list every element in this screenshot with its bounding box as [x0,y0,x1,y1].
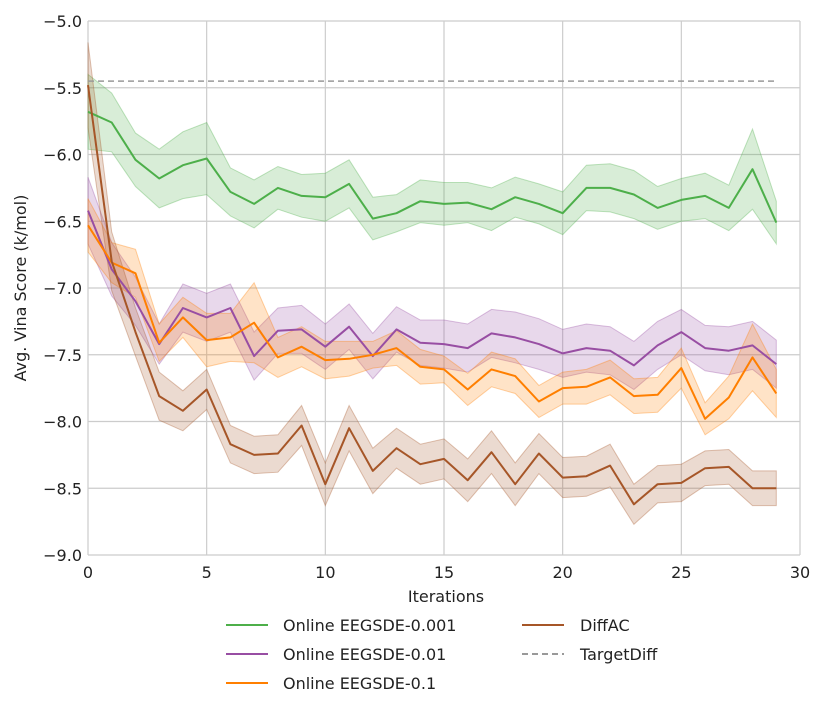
x-tick-label: 0 [83,563,93,582]
legend-label: DiffAC [580,616,630,635]
legend-label: TargetDiff [579,645,658,664]
legend-item-online-eegsde-01: Online EEGSDE-0.1 [226,674,436,693]
online-eegsde-0-1-line [87,224,778,420]
x-tick-label: 25 [671,563,691,582]
y-axis-ticks: −9.0 −8.5 −8.0 −7.5 −7.0 −6.5 −6.0 −5.5 −5.0 [43,12,82,565]
legend-label: Online EEGSDE-0.001 [283,616,456,635]
series-lines [87,80,778,506]
y-tick-label: −9.0 [43,546,82,565]
x-tick-label: 20 [552,563,572,582]
legend-item-online-eegsde-001: Online EEGSDE-0.01 [226,645,446,664]
x-tick-label: 5 [202,563,212,582]
y-tick-label: −5.0 [43,12,82,31]
x-tick-label: 10 [315,563,335,582]
legend-label: Online EEGSDE-0.1 [283,674,436,693]
x-tick-label: 30 [790,563,810,582]
y-tick-label: −7.0 [43,279,82,298]
y-tick-label: −5.5 [43,79,82,98]
x-axis-ticks: 0 5 10 15 20 25 30 [83,563,810,582]
y-tick-label: −6.5 [43,212,82,231]
x-tick-label: 15 [434,563,454,582]
legend-label: Online EEGSDE-0.01 [283,645,446,664]
y-axis-label: Avg. Vina Score (k/mol) [11,195,30,382]
legend: Online EEGSDE-0.001 Online EEGSDE-0.01 O… [226,616,658,693]
y-tick-label: −8.0 [43,413,82,432]
legend-item-targetdiff: TargetDiff [522,645,658,664]
online-eegsde-0-01-line [87,210,777,367]
confidence-bands [87,42,777,526]
grid [87,20,801,556]
y-tick-label: −6.0 [43,146,82,165]
x-axis-label: Iterations [408,587,484,606]
diffac-band [87,42,777,526]
online-eegsde-0-1-band [87,198,777,436]
y-tick-label: −7.5 [43,346,82,365]
online-eegsde-0-001-band [87,73,777,246]
y-tick-label: −8.5 [43,479,82,498]
legend-item-online-eegsde-0001: Online EEGSDE-0.001 [226,616,456,635]
diffac-line [87,84,777,506]
online-eegsde-0-01-band [87,177,777,391]
legend-item-diffac: DiffAC [522,616,630,635]
online-eegsde-0-001-line [87,110,778,224]
